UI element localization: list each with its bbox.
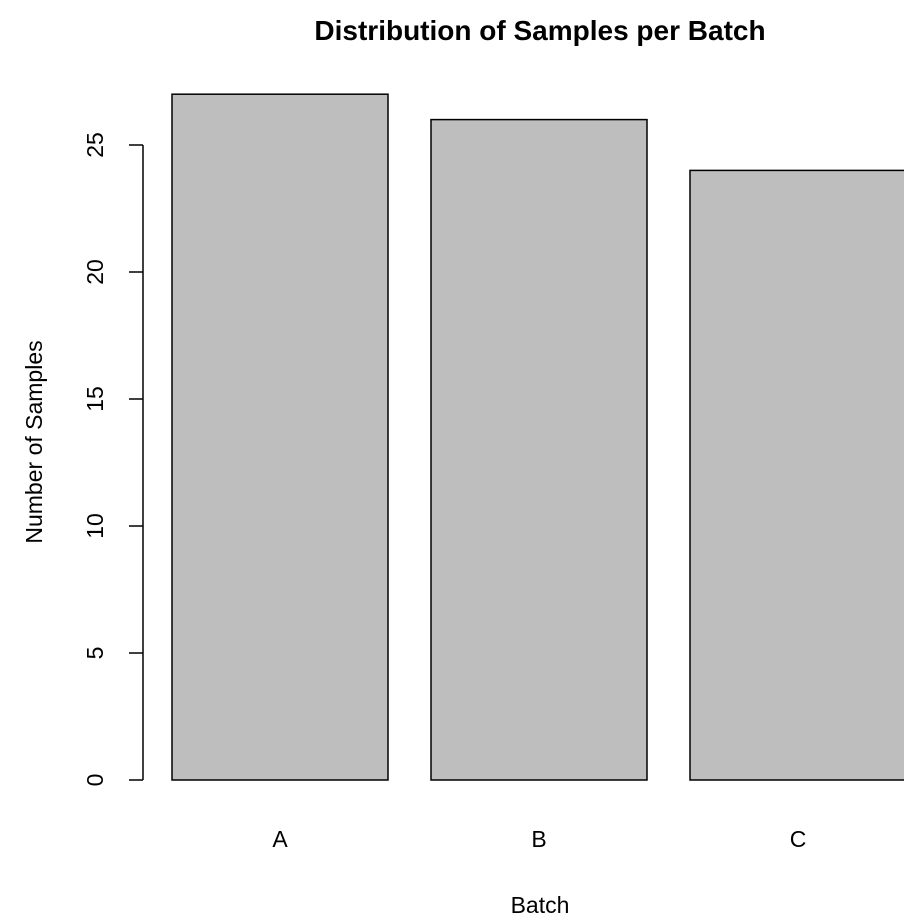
y-tick-label: 10 xyxy=(82,513,108,539)
x-tick-label-c: C xyxy=(790,826,807,852)
y-tick-label: 25 xyxy=(82,132,108,158)
y-tick-label: 15 xyxy=(82,386,108,412)
x-axis-tick-labels: A B C xyxy=(272,826,806,852)
y-axis: 0 5 10 15 20 25 xyxy=(82,132,144,787)
x-tick-label-a: A xyxy=(272,826,288,852)
y-axis-label: Number of Samples xyxy=(21,340,47,543)
x-tick-label-b: B xyxy=(531,826,546,852)
x-axis-label: Batch xyxy=(511,892,570,917)
y-tick-label: 5 xyxy=(82,647,108,660)
y-tick-label: 20 xyxy=(82,259,108,285)
chart-title: Distribution of Samples per Batch xyxy=(314,15,765,46)
bars-group xyxy=(171,93,904,781)
bar-b xyxy=(430,118,648,781)
y-tick-label: 0 xyxy=(82,774,108,787)
bar-a xyxy=(171,93,389,781)
bar-c xyxy=(689,169,904,781)
